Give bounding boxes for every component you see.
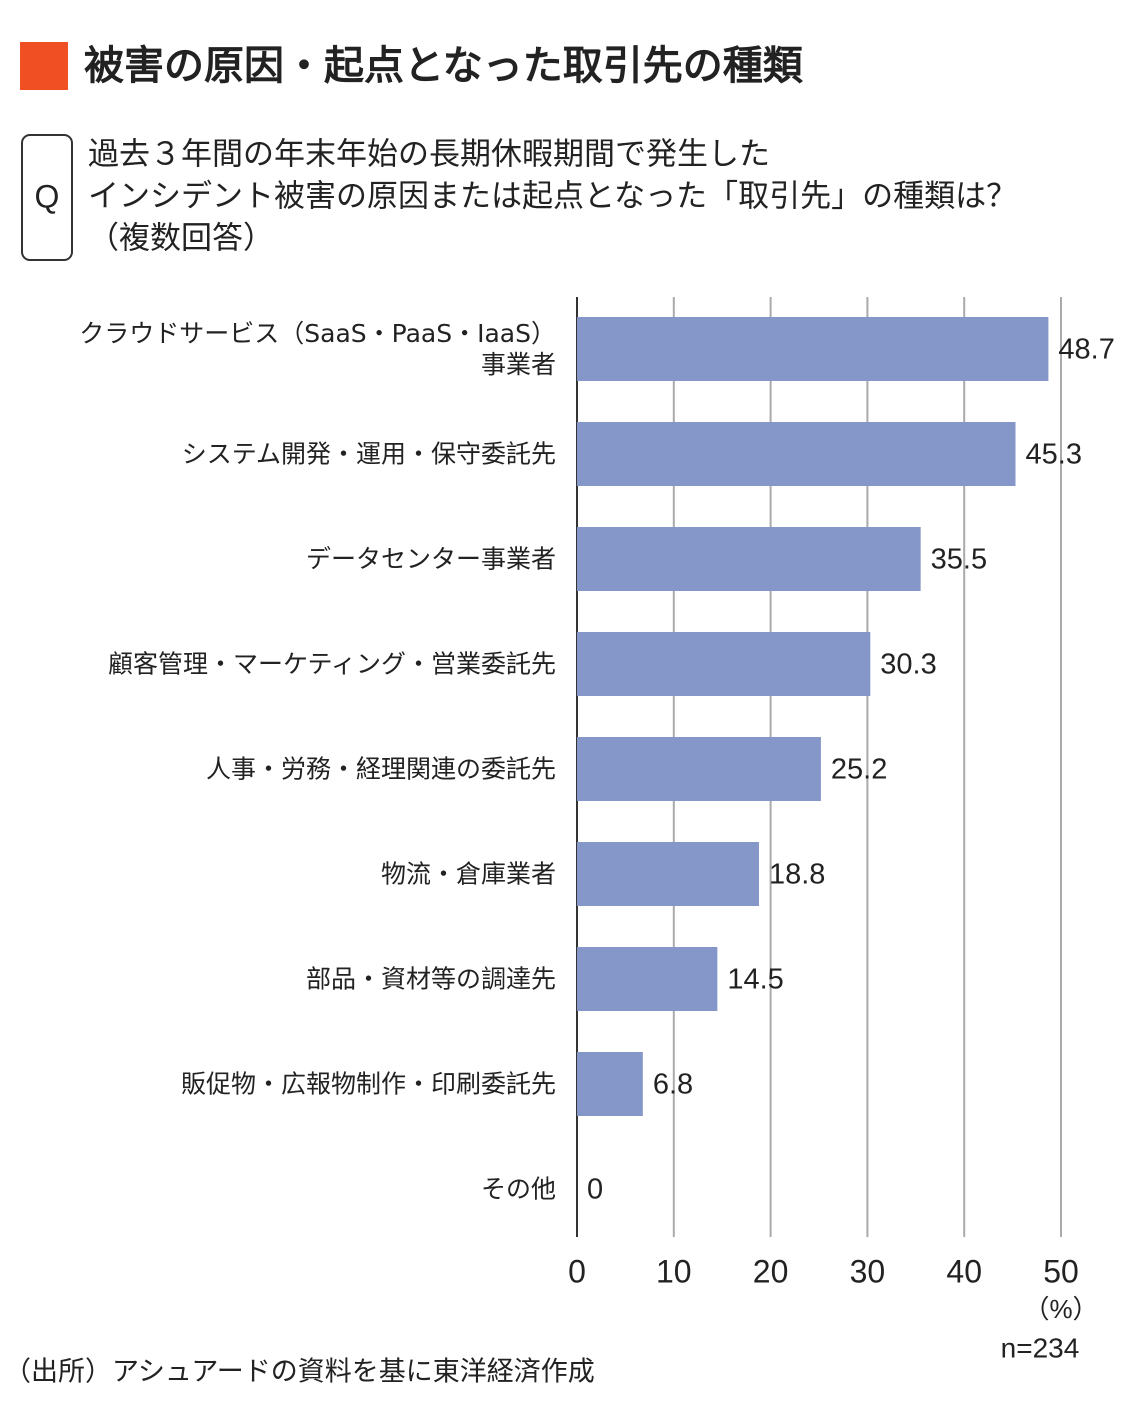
x-tick-label: 20 (753, 1253, 789, 1289)
category-label: 販促物・広報物制作・印刷委託先 (180, 1069, 556, 1099)
x-tick-label: 0 (568, 1253, 586, 1289)
category-label: データセンター事業者 (305, 544, 556, 574)
x-unit: （%） (1023, 1294, 1098, 1324)
value-label: 48.7 (1058, 334, 1114, 366)
question-line: インシデント被害の原因または起点となった「取引先」の種類は？ (88, 179, 1017, 215)
value-label: 18.8 (769, 859, 825, 891)
category-label: 顧客管理・マーケティング・営業委託先 (107, 649, 556, 679)
value-label: 25.2 (831, 754, 887, 786)
category-label: クラウドサービス（SaaS・PaaS・IaaS） 事業者 (79, 319, 556, 379)
category-label: その他 (480, 1174, 556, 1204)
x-tick-label: 40 (946, 1253, 982, 1289)
note: n=234 (1001, 1332, 1080, 1363)
value-label: 14.5 (727, 964, 783, 996)
chart-title: 被害の原因・起点となった取引先の種類 (84, 43, 804, 89)
bar (577, 527, 921, 591)
bar (577, 632, 871, 696)
bar (577, 947, 718, 1011)
bar (577, 317, 1049, 381)
question-line: （複数回答） (88, 221, 274, 257)
bar (577, 737, 821, 801)
value-label: 6.8 (653, 1069, 693, 1101)
category-label: システム開発・運用・保守委託先 (181, 439, 556, 469)
x-tick-label: 10 (656, 1253, 692, 1289)
question-line: 過去３年間の年末年始の長期休暇期間で発生した (88, 137, 770, 173)
bar (577, 1052, 643, 1116)
source: （出所）アシュアードの資料を基に東洋経済作成 (4, 1357, 595, 1388)
value-label: 45.3 (1026, 439, 1082, 471)
title-marker (20, 42, 68, 90)
question-box (21, 134, 73, 261)
value-label: 30.3 (880, 649, 936, 681)
category-label: 物流・倉庫業者 (380, 859, 556, 889)
x-tick-label: 50 (1043, 1253, 1079, 1289)
bar (577, 422, 1016, 486)
value-label: 0 (587, 1174, 603, 1206)
category-label: 人事・労務・経理関連の委託先 (205, 754, 556, 784)
x-tick-label: 30 (850, 1253, 886, 1289)
bar (577, 842, 759, 906)
category-label: 部品・資材等の調達先 (305, 964, 556, 994)
question-label: Q (35, 178, 60, 214)
value-label: 35.5 (931, 544, 987, 576)
